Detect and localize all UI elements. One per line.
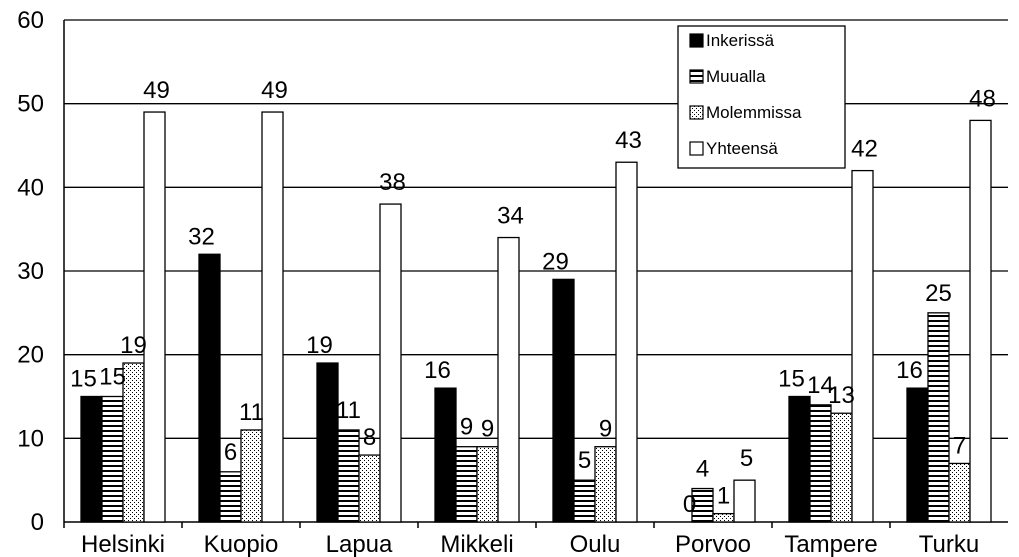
legend-label: Molemmissa (706, 103, 802, 122)
data-label: 9 (599, 416, 612, 443)
data-label: 29 (542, 248, 569, 275)
bar-molemmissa (830, 412, 853, 523)
legend-swatch (689, 69, 704, 84)
bar-inkerissä (198, 253, 221, 523)
bar-yhteensä (615, 161, 638, 523)
legend-label: Inkerissä (706, 31, 775, 50)
bar-molemmissa (240, 429, 263, 523)
bar-inkerissä (316, 362, 339, 523)
bar-yhteensä (261, 111, 284, 523)
x-category-label: Lapua (326, 531, 393, 557)
y-tick-label: 30 (17, 258, 44, 285)
bar-inkerissä (434, 387, 457, 523)
data-label: 5 (740, 445, 753, 472)
data-label: 4 (696, 456, 709, 483)
data-label: 8 (363, 424, 376, 451)
data-label: 49 (143, 77, 170, 104)
data-label: 15 (99, 364, 126, 391)
bar-yhteensä (969, 119, 992, 523)
data-label: 0 (683, 491, 696, 518)
y-tick-label: 20 (17, 342, 44, 369)
data-label: 6 (224, 439, 237, 466)
bar-molemmissa (122, 362, 145, 523)
data-label: 16 (424, 357, 451, 384)
data-label: 7 (953, 432, 966, 459)
data-label: 1 (717, 483, 730, 510)
data-label: 19 (120, 332, 147, 359)
bar-muualla (573, 479, 596, 523)
data-label: 19 (306, 332, 333, 359)
x-category-label: Oulu (570, 531, 621, 557)
x-category-label: Kuopio (204, 531, 279, 557)
data-label: 11 (336, 397, 361, 424)
bar-yhteensä (733, 479, 756, 523)
data-label: 32 (188, 223, 215, 250)
data-label: 14 (807, 372, 834, 399)
data-label: 9 (460, 414, 473, 441)
x-category-label: Turku (919, 531, 979, 557)
data-label: 34 (497, 203, 524, 230)
bar-muualla (337, 429, 360, 523)
x-category-label: Mikkeli (440, 531, 513, 557)
data-label: 9 (481, 416, 494, 443)
legend-label: Muualla (706, 67, 766, 86)
bar-inkerissä (552, 278, 575, 523)
bar-molemmissa (476, 446, 499, 523)
x-category-label: Helsinki (81, 531, 165, 557)
bar-yhteensä (497, 236, 520, 523)
data-label: 16 (896, 357, 923, 384)
bar-molemmissa (358, 454, 381, 523)
bar-inkerissä (788, 395, 811, 523)
legend-swatch (689, 105, 704, 120)
bars (80, 111, 992, 523)
bar-molemmissa (594, 446, 617, 523)
legend-swatch (689, 141, 704, 156)
bar-muualla (219, 471, 242, 523)
data-label: 13 (828, 382, 855, 409)
bar-muualla (691, 487, 714, 523)
x-category-label: Tampere (784, 531, 877, 557)
data-label: 48 (969, 85, 996, 112)
bar-inkerissä (80, 395, 103, 523)
bar-yhteensä (143, 111, 166, 523)
bar-yhteensä (851, 169, 874, 523)
bar-inkerissä (906, 387, 929, 523)
bar-muualla (455, 446, 478, 523)
data-label: 11 (239, 399, 264, 426)
y-tick-label: 40 (17, 174, 44, 201)
legend-box (677, 25, 846, 169)
data-label: 42 (851, 136, 878, 163)
data-label: 25 (925, 280, 952, 307)
legend: Inkerissä Muualla Molemmissa Yhteensä (677, 25, 846, 169)
bar-muualla (809, 404, 832, 523)
bar-muualla (101, 395, 124, 523)
data-label: 38 (379, 169, 406, 196)
bar-molemmissa (948, 462, 971, 523)
bar-muualla (927, 312, 950, 523)
legend-swatch (689, 33, 704, 48)
data-label: 5 (578, 447, 591, 474)
data-label: 15 (70, 366, 97, 393)
y-tick-label: 0 (31, 509, 44, 536)
bar-molemmissa (712, 512, 735, 523)
data-label: 43 (615, 127, 642, 154)
data-label: 49 (261, 77, 288, 104)
data-label: 15 (778, 366, 805, 393)
y-tick-label: 60 (17, 7, 44, 34)
bar-yhteensä (379, 203, 402, 523)
y-tick-label: 10 (17, 425, 44, 452)
x-category-label: Porvoo (675, 531, 751, 557)
y-tick-label: 50 (17, 91, 44, 118)
legend-label: Yhteensä (706, 139, 778, 158)
